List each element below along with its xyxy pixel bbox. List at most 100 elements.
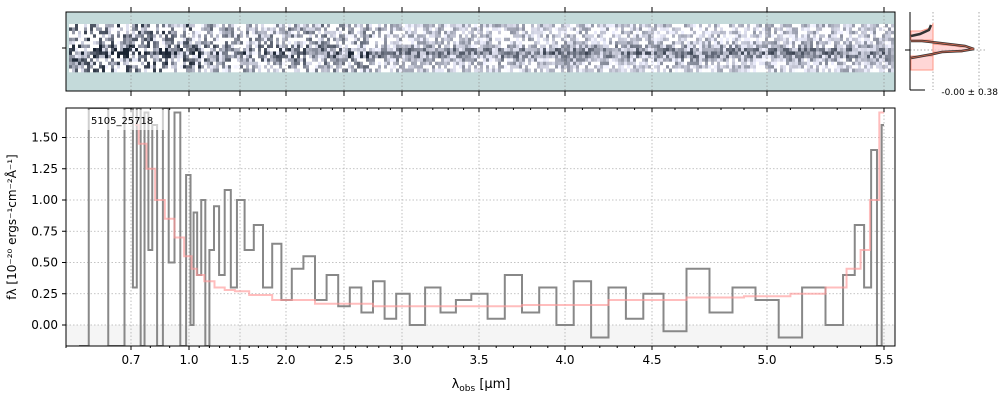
spectrum-2d-pixel [168, 34, 171, 39]
spectrum-2d-pixel [324, 34, 327, 39]
spectrum-2d-pixel [822, 27, 825, 32]
spectrum-2d-pixel [582, 37, 585, 42]
spectrum-2d-pixel [309, 27, 312, 32]
spectrum-2d-pixel [159, 41, 162, 45]
spectrum-2d-pixel [216, 37, 219, 42]
spectrum-2d-pixel [297, 61, 300, 66]
spectrum-2d-pixel [606, 65, 609, 69]
spectrum-2d-pixel [753, 37, 756, 42]
spectrum-2d-pixel [129, 34, 132, 39]
spectrum-2d-pixel [129, 65, 132, 69]
spectrum-2d-pixel [75, 51, 78, 56]
spectrum-2d-pixel [813, 44, 816, 49]
spectrum-2d-pixel [537, 51, 540, 56]
spectrum-2d-pixel [366, 37, 369, 42]
spectrum-2d-pixel [858, 37, 861, 42]
spectrum-2d-pixel [723, 30, 726, 35]
spectrum-2d-pixel [870, 27, 873, 32]
spectrum-2d-pixel [720, 68, 723, 73]
spectrum-2d-pixel [759, 24, 762, 28]
spectrum-2d-pixel [885, 65, 888, 69]
spectrum-2d-pixel [726, 51, 729, 56]
spectrum-2d-pixel [651, 37, 654, 42]
spectrum-2d-pixel [132, 51, 135, 56]
spectrum-2d-pixel [594, 58, 597, 63]
spectrum-2d-pixel [573, 41, 576, 45]
spectrum-2d-pixel [762, 58, 765, 63]
spectrum-2d-pixel [570, 37, 573, 42]
spectrum-2d-pixel [498, 65, 501, 69]
spectrum-2d-pixel [300, 61, 303, 66]
spectrum-2d-pixel [285, 41, 288, 45]
spectrum-2d-pixel [402, 30, 405, 35]
spectrum-2d-pixel [180, 58, 183, 63]
spectrum-2d-pixel [579, 27, 582, 32]
spectrum-2d-pixel [420, 58, 423, 63]
spectrum-2d-pixel [837, 48, 840, 52]
spectrum-2d-pixel [393, 41, 396, 45]
spectrum-2d-pixel [72, 65, 75, 69]
spectrum-2d-pixel [744, 44, 747, 49]
spectrum-2d-pixel [321, 41, 324, 45]
spectrum-2d-pixel [615, 51, 618, 56]
spectrum-2d-pixel [465, 68, 468, 73]
spectrum-2d-pixel [717, 68, 720, 73]
spectrum-2d-pixel [738, 68, 741, 73]
spectrum-2d-pixel [549, 44, 552, 49]
spectrum-2d-pixel [696, 24, 699, 28]
spectrum-2d-pixel [621, 27, 624, 32]
spectrum-2d-pixel [600, 44, 603, 49]
spectrum-2d-pixel [699, 37, 702, 42]
spectrum-2d-pixel [504, 68, 507, 73]
spectrum-2d-pixel [177, 44, 180, 49]
spectrum-2d-pixel [621, 68, 624, 73]
spectrum-2d-pixel [624, 65, 627, 69]
spectrum-2d-pixel [552, 65, 555, 69]
x-tick-label: 2.5 [334, 353, 353, 367]
spectrum-2d-pixel [795, 54, 798, 59]
spectrum-2d-pixel [465, 61, 468, 66]
spectrum-2d-pixel [309, 68, 312, 73]
spectrum-2d-pixel [333, 61, 336, 66]
spectrum-2d-pixel [813, 41, 816, 45]
spectrum-2d-pixel [357, 65, 360, 69]
spectrum-2d-pixel [357, 41, 360, 45]
spectrum-2d-pixel [804, 61, 807, 66]
spectrum-2d-pixel [795, 51, 798, 56]
spectrum-2d-pixel [240, 37, 243, 42]
spectrum-2d-pixel [381, 61, 384, 66]
spectrum-2d-pixel [609, 48, 612, 52]
spectrum-2d-pixel [105, 37, 108, 42]
spectrum-2d-pixel [333, 34, 336, 39]
spectrum-2d-pixel [306, 41, 309, 45]
spectrum-2d-pixel [471, 51, 474, 56]
spectrum-2d-pixel [279, 51, 282, 56]
spectrum-2d-pixel [534, 34, 537, 39]
spectrum-2d-pixel [825, 65, 828, 69]
spectrum-2d-pixel [699, 51, 702, 56]
spectrum-2d-pixel [153, 51, 156, 56]
spectrum-2d-pixel [99, 30, 102, 35]
spectrum-2d-pixel [282, 68, 285, 73]
spectrum-2d-pixel [105, 48, 108, 52]
spectrum-2d-pixel [138, 61, 141, 66]
spectrum-2d-pixel [519, 41, 522, 45]
spectrum-2d-pixel [498, 51, 501, 56]
spectrum-2d-pixel [345, 24, 348, 28]
spectrum-2d-pixel [867, 65, 870, 69]
spectrum-2d-pixel [315, 24, 318, 28]
spectrum-2d-pixel [657, 48, 660, 52]
spectrum-2d-pixel [279, 48, 282, 52]
spectrum-2d-pixel [873, 24, 876, 28]
spectrum-2d-pixel [606, 27, 609, 32]
spectrum-2d-pixel [552, 61, 555, 66]
spectrum-2d-pixel [633, 24, 636, 28]
spectrum-2d-pixel [471, 44, 474, 49]
spectrum-2d-pixel [225, 34, 228, 39]
spectrum-2d-pixel [84, 41, 87, 45]
spectrum-2d-pixel [138, 44, 141, 49]
spectrum-2d-pixel [798, 51, 801, 56]
spectrum-2d-pixel [372, 24, 375, 28]
spectrum-2d-pixel [660, 30, 663, 35]
spectrum-2d-pixel [693, 41, 696, 45]
